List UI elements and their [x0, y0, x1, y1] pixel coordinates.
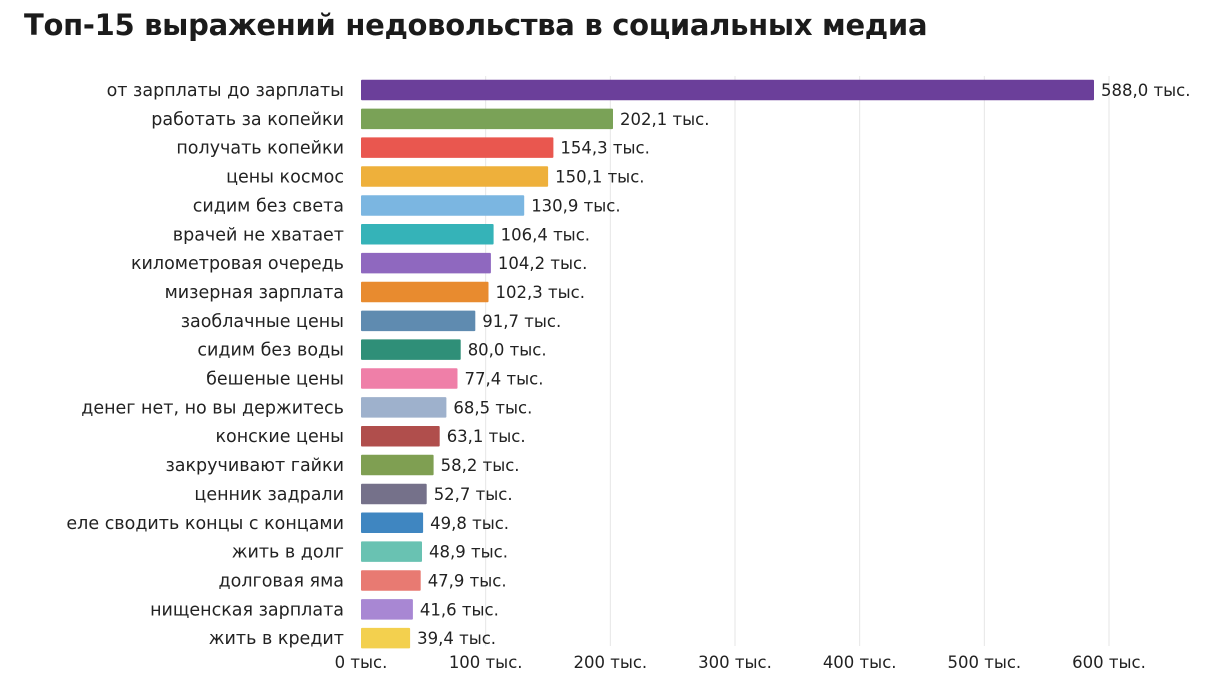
category-label: мизерная зарплата: [165, 283, 344, 303]
x-tick-label: 400 тыс.: [823, 653, 897, 672]
bar: [361, 137, 554, 158]
bar: [361, 397, 447, 418]
x-tick-label: 0 тыс.: [335, 653, 388, 672]
label-layer: от зарплаты до зарплаты 588,0 тыс. работат…: [66, 81, 1190, 649]
grid-layer: [485, 76, 1110, 646]
category-label: врачей не хватает: [173, 225, 344, 245]
value-label: 106,4 тыс.: [501, 225, 590, 244]
bar: [361, 541, 422, 562]
value-label: 104,2 тыс.: [498, 254, 587, 273]
value-label: 80,0 тыс.: [468, 341, 547, 360]
x-tick-label: 100 тыс.: [449, 653, 523, 672]
category-label: жить в кредит: [209, 629, 344, 649]
chart-title: Топ-15 выражений недовольства в социальн…: [24, 8, 928, 42]
value-label: 154,3 тыс.: [560, 139, 649, 158]
bar: [361, 426, 440, 447]
bar: [361, 108, 613, 130]
value-label: 47,9 тыс.: [428, 572, 507, 591]
value-label: 130,9 тыс.: [531, 196, 620, 215]
category-label: конские цены: [215, 427, 344, 447]
x-axis-ticks: 0 тыс. 100 тыс. 200 тыс. 300 тыс. 400 тыс. 50…: [335, 653, 1146, 672]
category-label: ценник задрали: [194, 485, 344, 505]
category-label: сидим без света: [193, 196, 344, 216]
value-label: 58,2 тыс.: [441, 456, 520, 475]
category-label: заоблачные цены: [181, 312, 344, 332]
bar: [361, 570, 421, 591]
value-label: 49,8 тыс.: [430, 514, 509, 533]
value-label: 102,3 тыс.: [496, 283, 585, 302]
bar: [361, 454, 434, 476]
x-tick-label: 300 тыс.: [698, 653, 772, 672]
bar: [361, 166, 549, 187]
bar: [361, 483, 427, 505]
value-label: 202,1 тыс.: [620, 110, 709, 129]
category-label: получать копейки: [176, 139, 344, 159]
bar: [361, 79, 1094, 101]
bar: [361, 512, 424, 533]
category-label: нищенская зарплата: [150, 600, 344, 620]
value-label: 68,5 тыс.: [453, 398, 532, 417]
category-label: жить в долг: [232, 543, 344, 563]
bar: [361, 368, 458, 389]
category-label: цены космос: [226, 168, 344, 188]
value-label: 150,1 тыс.: [555, 168, 644, 187]
bar: [361, 339, 461, 360]
x-tick-label: 200 тыс.: [573, 653, 647, 672]
category-label: денег нет, но вы держитесь: [81, 398, 344, 418]
x-tick-label: 600 тыс.: [1072, 653, 1146, 672]
value-label: 77,4 тыс.: [465, 370, 544, 389]
bar: [361, 195, 525, 216]
value-label: 48,9 тыс.: [429, 543, 508, 562]
category-label: сидим без воды: [197, 341, 344, 361]
bar: [361, 224, 494, 245]
value-label: 41,6 тыс.: [420, 600, 499, 619]
value-label: 588,0 тыс.: [1101, 81, 1190, 100]
bar: [361, 252, 491, 274]
value-label: 91,7 тыс.: [482, 312, 561, 331]
category-label: закручивают гайки: [165, 456, 344, 476]
value-label: 39,4 тыс.: [417, 629, 496, 648]
category-label: от зарплаты до зарплаты: [107, 81, 344, 101]
bar: [361, 599, 413, 620]
category-label: еле сводить концы с концами: [66, 514, 344, 534]
category-label: бешеные цены: [206, 370, 344, 390]
bar: [361, 281, 489, 303]
value-label: 63,1 тыс.: [447, 427, 526, 446]
x-tick-label: 500 тыс.: [947, 653, 1021, 672]
bar-layer: [361, 79, 1094, 649]
category-label: долговая яма: [219, 572, 344, 592]
category-label: работать за копейки: [151, 110, 344, 130]
bar: [361, 310, 476, 332]
value-label: 52,7 тыс.: [434, 485, 513, 504]
bar: [361, 627, 411, 649]
category-label: километровая очередь: [131, 254, 344, 274]
